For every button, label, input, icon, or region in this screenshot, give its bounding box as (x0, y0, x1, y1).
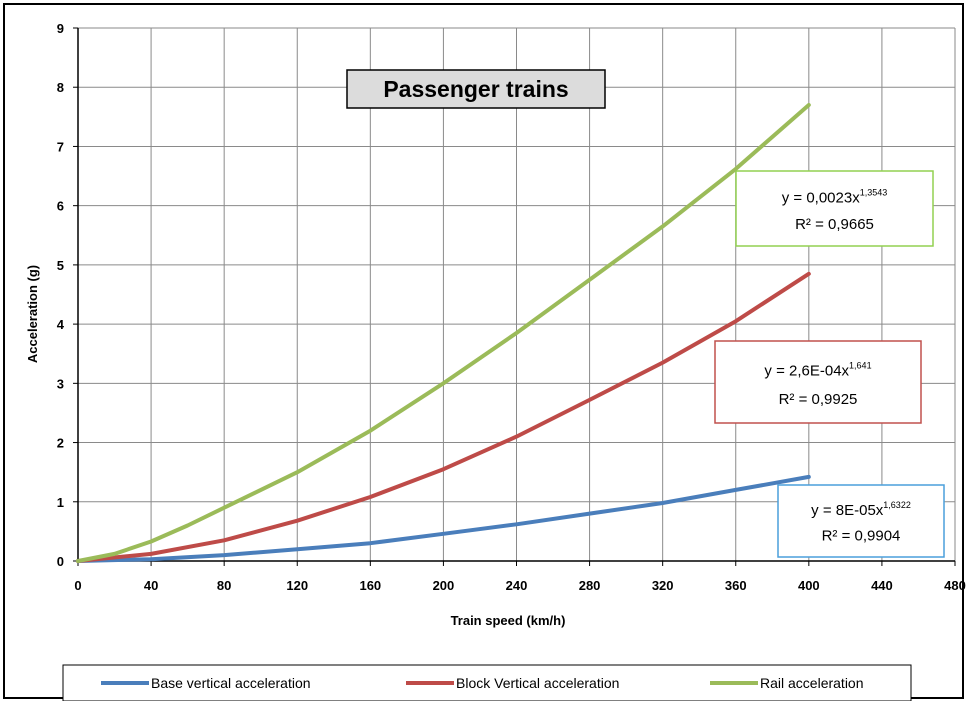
trendline-equation-box-1: y = 8E-05x1,6322 R² = 0,9904 (777, 484, 945, 558)
y-tick-label: 1 (57, 495, 64, 510)
trendline-r-squared: R² = 0,9925 (779, 391, 858, 408)
legend-label: Block Vertical acceleration (456, 675, 619, 691)
series-line-2 (76, 271, 811, 563)
legend-item-1: Base vertical acceleration (101, 675, 311, 691)
y-tick-label: 2 (57, 436, 64, 451)
x-tick-label: 240 (506, 578, 528, 593)
trendline-equation-box-2: y = 2,6E-04x1,641 R² = 0,9925 (714, 340, 922, 424)
x-axis-title: Train speed (km/h) (451, 613, 566, 628)
legend: Base vertical acceleration Block Vertical… (62, 664, 912, 701)
trendline-equation: y = 2,6E-04x1,641 (764, 360, 871, 379)
series-line-1 (76, 474, 811, 563)
chart-frame: 0 40 80 120 160 200 240 280 320 360 400 440 480 0 1 2 3 4… (3, 3, 966, 701)
x-tick-label: 360 (725, 578, 747, 593)
x-tick-label: 120 (286, 578, 308, 593)
y-axis-title: Acceleration (g) (25, 265, 40, 363)
trendline-r-squared: R² = 0,9904 (822, 527, 901, 544)
trendline-equation: y = 8E-05x1,6322 (811, 500, 911, 519)
x-tick-label: 480 (944, 578, 966, 593)
chart-title: Passenger trains (383, 76, 568, 102)
legend-item-2: Block Vertical acceleration (406, 675, 619, 691)
y-tick-label: 8 (57, 80, 64, 95)
y-tick-label: 9 (57, 21, 64, 36)
x-tick-label: 0 (74, 578, 81, 593)
legend-label: Rail acceleration (760, 675, 864, 691)
y-tick-label: 7 (57, 139, 64, 154)
y-tick-label: 6 (57, 199, 64, 214)
x-tick-label: 320 (652, 578, 674, 593)
chart-title-box: Passenger trains (346, 69, 606, 109)
x-tick-label: 80 (217, 578, 231, 593)
y-tick-label: 5 (57, 258, 64, 273)
trendline-r-squared: R² = 0,9665 (795, 216, 874, 233)
y-tick-label: 4 (57, 317, 65, 332)
series-line-3 (76, 103, 811, 563)
x-tick-label: 200 (433, 578, 455, 593)
x-tick-label: 400 (798, 578, 820, 593)
x-tick-label: 280 (579, 578, 601, 593)
x-tick-label: 160 (359, 578, 381, 593)
legend-label: Base vertical acceleration (151, 675, 311, 691)
y-tick-label: 3 (57, 376, 64, 391)
x-tick-label: 40 (144, 578, 158, 593)
legend-item-3: Rail acceleration (710, 675, 864, 691)
x-tick-label: 440 (871, 578, 893, 593)
trendline-equation-box-3: y = 0,0023x1,3543 R² = 0,9665 (735, 170, 934, 247)
trendline-equation: y = 0,0023x1,3543 (782, 188, 888, 207)
y-tick-label: 0 (57, 554, 64, 569)
chart-svg: 0 40 80 120 160 200 240 280 320 360 400 440 480 0 1 2 3 4… (25, 21, 966, 701)
